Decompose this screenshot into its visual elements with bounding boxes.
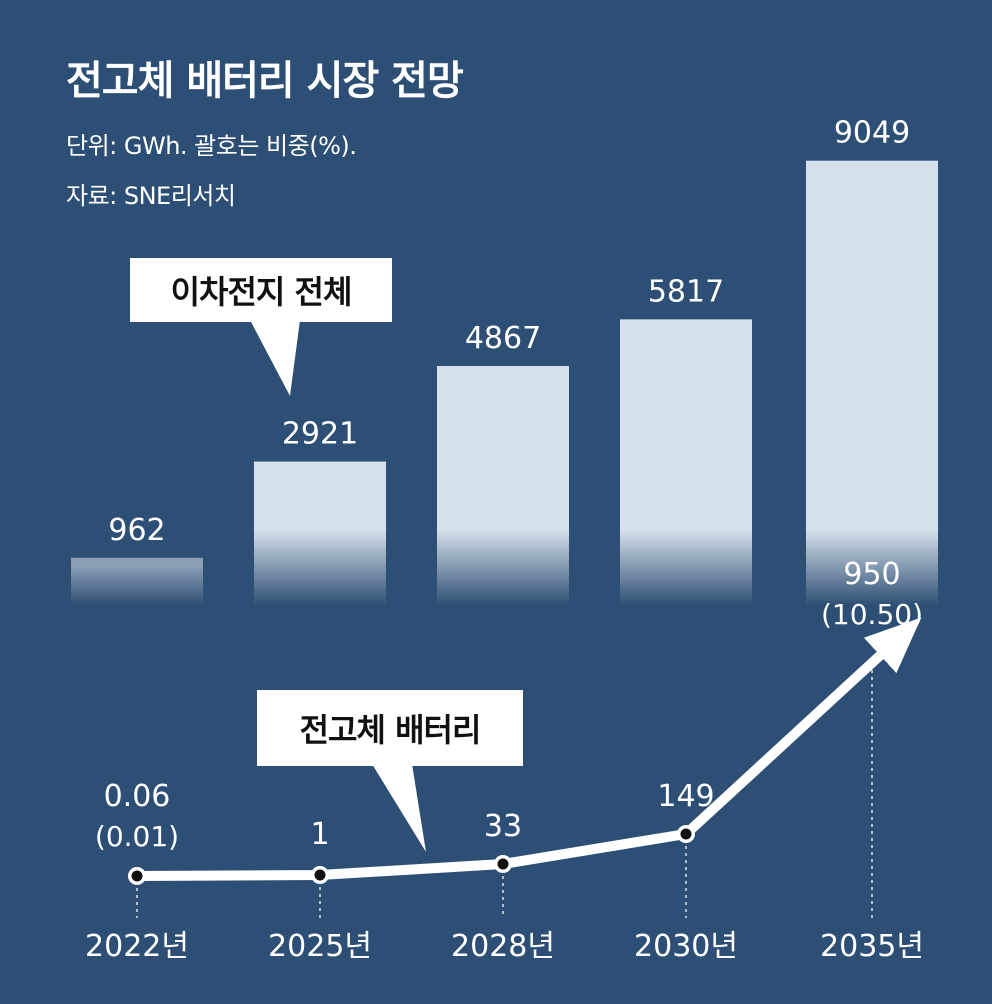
x-tick-label-4: 2035년: [820, 929, 924, 964]
source-note: 자료: SNE리서치: [66, 182, 236, 210]
x-tick-label-2: 2028년: [451, 929, 555, 964]
bar-4: [806, 160, 938, 606]
line-share-label-0: (0.01): [95, 820, 179, 853]
chart-title: 전고체 배터리 시장 전망: [66, 58, 464, 104]
point-2: [497, 858, 509, 870]
bar-1: [254, 461, 386, 605]
bar-value-label-3: 5817: [648, 274, 724, 309]
bar-0: [71, 557, 203, 605]
bar-3: [620, 319, 752, 605]
x-tick-label-3: 2030년: [634, 929, 738, 964]
legend-solid-state-label: 전고체 배터리: [299, 711, 482, 749]
x-tick-label-1: 2025년: [268, 929, 372, 964]
bar-value-label-2: 4867: [465, 321, 541, 356]
legend-total-label: 이차전지 전체: [170, 273, 353, 311]
line-value-label-3: 149: [657, 779, 714, 814]
line-value-label-0: 0.06: [104, 779, 171, 814]
point-3: [680, 828, 692, 840]
bar-value-label-4: 9049: [834, 116, 910, 151]
point-1: [314, 869, 326, 881]
line-value-label-4: 950: [843, 557, 900, 592]
line-share-label-4: (10.50): [821, 598, 923, 631]
bar-value-label-0: 962: [108, 513, 165, 548]
x-tick-label-0: 2022년: [85, 929, 189, 964]
point-0: [131, 870, 143, 882]
callout-pointer-total: [250, 320, 300, 396]
bar-2: [437, 366, 569, 605]
line-value-label-1: 1: [310, 817, 329, 852]
line-value-label-2: 33: [484, 809, 522, 844]
bar-value-label-1: 2921: [282, 417, 358, 452]
legend-total-callout: 이차전지 전체: [130, 258, 392, 322]
unit-note: 단위: GWh. 괄호는 비중(%).: [66, 132, 357, 160]
callout-pointer-solid-state: [372, 764, 426, 852]
legend-solid-state-callout: 전고체 배터리: [257, 690, 523, 766]
